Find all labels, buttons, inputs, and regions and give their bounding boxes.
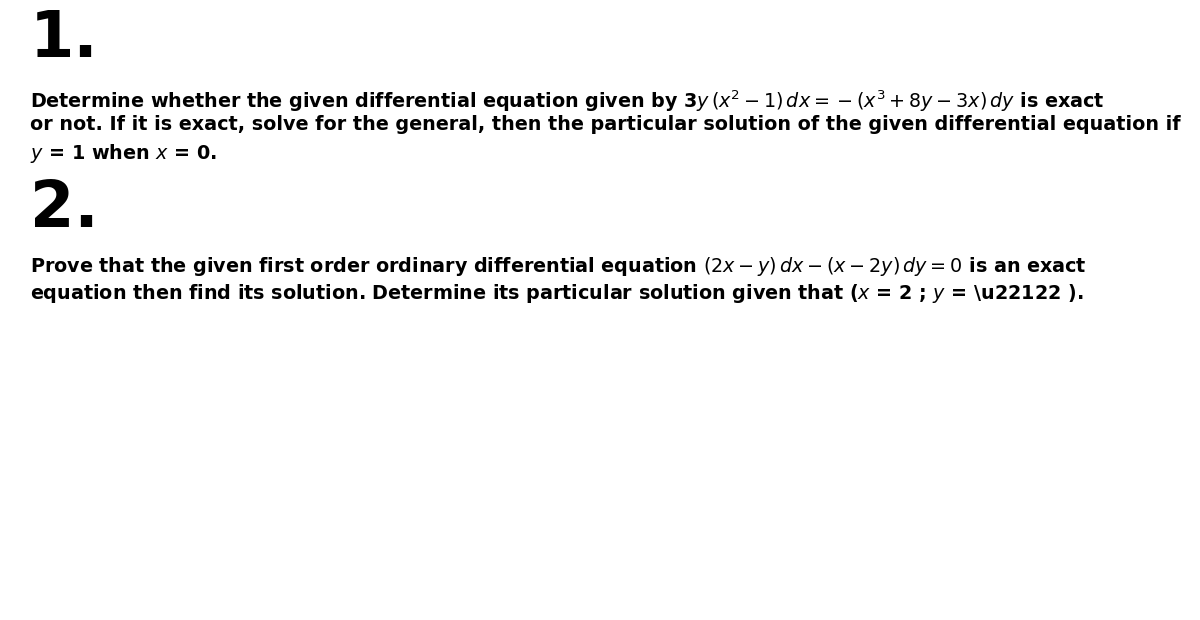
Text: equation then find its solution. Determine its particular solution given that ($: equation then find its solution. Determi…: [30, 282, 1084, 305]
Text: $y$ = 1 when $x$ = 0.: $y$ = 1 when $x$ = 0.: [30, 142, 217, 165]
Text: 1.: 1.: [30, 8, 98, 70]
Text: 2.: 2.: [30, 178, 98, 240]
Text: Determine whether the given differential equation given by 3$y\,(x^{2}-1)\,dx = : Determine whether the given differential…: [30, 88, 1105, 113]
Text: Prove that the given first order ordinary differential equation $(2x-y)\,dx-(x-2: Prove that the given first order ordinar…: [30, 255, 1086, 278]
Text: or not. If it is exact, solve for the general, then the particular solution of t: or not. If it is exact, solve for the ge…: [30, 115, 1181, 134]
